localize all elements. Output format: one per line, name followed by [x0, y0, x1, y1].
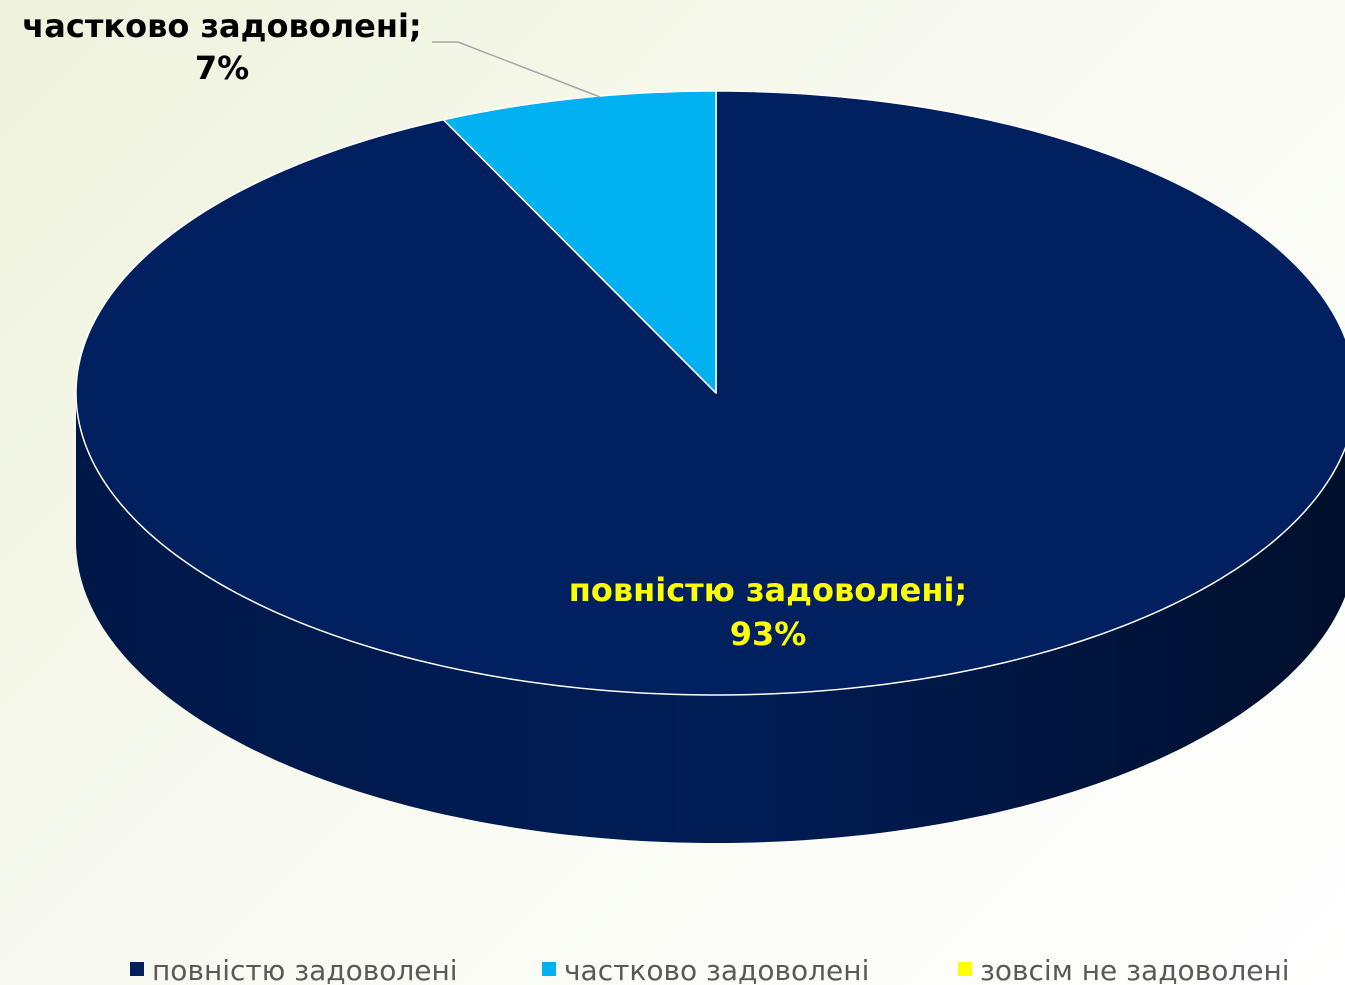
slice: [75, 90, 1345, 696]
data-labels: повністю задоволені; 93% частково задоволе…: [22, 7, 967, 653]
legend-label: повністю задоволені: [152, 954, 458, 985]
pie: [75, 90, 1345, 843]
legend-swatch: [542, 962, 556, 976]
slice-side-shade: [76, 393, 1345, 843]
legend-swatch: [130, 962, 144, 976]
data-label-name: частково задоволені;: [22, 7, 421, 45]
leader-line: [432, 41, 601, 98]
data-label: 93%: [730, 615, 807, 653]
legend-swatch: [958, 962, 972, 976]
legend-label: частково задоволені: [564, 954, 869, 985]
data-label-name: повністю задоволені;: [569, 571, 967, 609]
legend-label: зовсім не задоволені: [980, 954, 1290, 985]
legend: повністю задоволені частково задоволені зо…: [130, 954, 1290, 985]
slice: [442, 90, 717, 394]
data-label: 7%: [195, 49, 249, 87]
